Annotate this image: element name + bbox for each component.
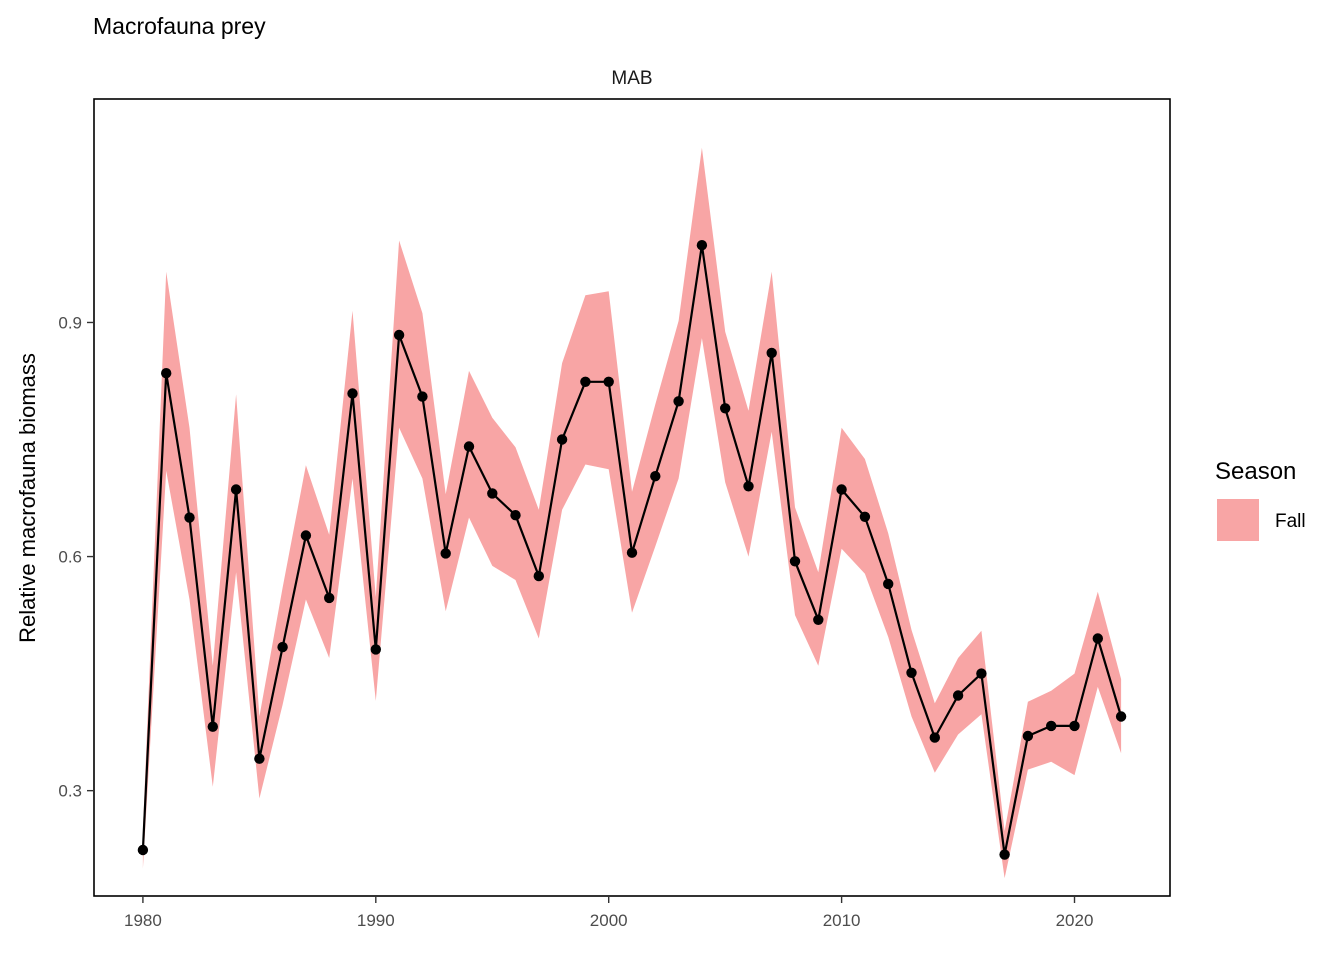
data-point-1986 <box>277 641 288 653</box>
y-tick-label: 0.6 <box>58 548 82 567</box>
data-points <box>137 240 1127 860</box>
x-axis: 1980 1990 2000 2010 2020 <box>124 896 1093 930</box>
data-point-2011 <box>859 511 871 522</box>
data-point-2021 <box>1092 633 1104 644</box>
x-tick-label: 2010 <box>823 911 861 930</box>
data-point-2018 <box>1022 730 1034 742</box>
data-point-1996 <box>510 510 521 521</box>
data-point-2012 <box>883 578 894 590</box>
data-point-2002 <box>650 471 661 482</box>
y-tick-label: 0.9 <box>58 313 82 332</box>
facet-strip-label: MAB <box>611 68 652 89</box>
data-point-2010 <box>836 484 847 495</box>
data-point-2009 <box>813 614 824 625</box>
y-tick-label: 0.3 <box>58 782 82 801</box>
panel-border <box>93 98 1171 897</box>
plot-area <box>137 147 1127 879</box>
x-tick-label: 2020 <box>1056 911 1094 930</box>
data-point-2003 <box>673 396 684 407</box>
legend: Season Fall <box>1215 458 1306 541</box>
data-point-2019 <box>1046 720 1057 732</box>
data-point-1988 <box>324 592 335 604</box>
y-axis: 0.3 0.6 0.9 <box>58 313 94 801</box>
data-point-1998 <box>556 434 568 445</box>
data-point-1997 <box>533 570 544 582</box>
data-point-1982 <box>184 512 195 523</box>
x-tick-label: 2000 <box>590 911 628 930</box>
x-tick-label: 1980 <box>124 911 162 930</box>
data-point-1999 <box>580 376 591 387</box>
data-point-1981 <box>161 368 172 379</box>
data-point-2008 <box>789 556 801 567</box>
data-point-2006 <box>743 481 754 492</box>
data-point-1994 <box>463 441 475 452</box>
x-tick-label: 1990 <box>357 911 395 930</box>
data-point-2001 <box>626 547 638 558</box>
data-point-2007 <box>766 347 777 359</box>
data-point-2015 <box>952 690 964 701</box>
data-point-2000 <box>603 376 614 387</box>
data-point-1985 <box>254 753 265 764</box>
data-point-2020 <box>1069 720 1080 732</box>
data-point-2005 <box>720 403 731 414</box>
data-point-1991 <box>393 329 405 341</box>
legend-label-fall: Fall <box>1275 511 1306 532</box>
data-point-2004 <box>696 240 708 251</box>
y-axis-title: Relative macrofauna biomass <box>15 353 40 643</box>
data-point-1987 <box>300 530 312 541</box>
data-point-1993 <box>440 548 451 559</box>
data-point-1992 <box>417 391 428 402</box>
data-point-1980 <box>137 844 149 856</box>
data-point-1984 <box>230 484 242 495</box>
legend-key-fall <box>1217 499 1259 541</box>
data-point-2017 <box>999 849 1010 860</box>
data-point-1990 <box>370 644 381 655</box>
confidence-ribbon <box>142 147 1122 879</box>
data-point-2013 <box>906 667 917 678</box>
data-point-2022 <box>1115 711 1127 722</box>
data-point-2014 <box>929 732 940 743</box>
data-point-2016 <box>976 668 987 679</box>
data-point-1995 <box>487 488 498 499</box>
data-point-1983 <box>207 721 218 732</box>
legend-title: Season <box>1215 458 1296 485</box>
data-point-1989 <box>347 388 358 399</box>
chart-title: Macrofauna prey <box>93 13 266 39</box>
